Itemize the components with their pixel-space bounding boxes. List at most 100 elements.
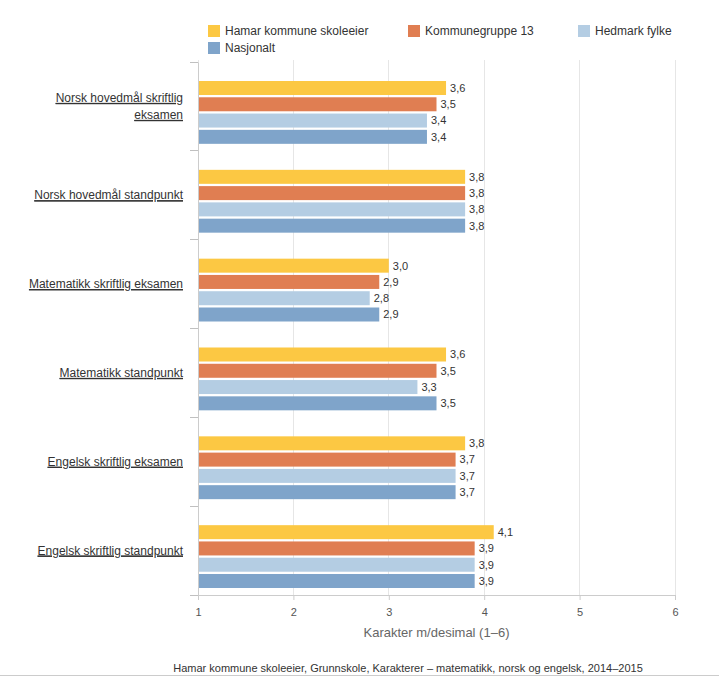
separator xyxy=(190,417,198,418)
caption: Hamar kommune skoleeier, Grunnskole, Kar… xyxy=(173,662,643,674)
bar xyxy=(198,574,475,588)
bar xyxy=(198,453,456,467)
data-label: 2,8 xyxy=(374,292,389,304)
bar xyxy=(198,308,379,322)
legend-swatch xyxy=(208,25,220,37)
grid-line xyxy=(198,60,199,595)
legend-swatch xyxy=(408,25,420,37)
data-label: 3,4 xyxy=(431,131,446,143)
bar xyxy=(198,97,437,111)
tick: 4 xyxy=(482,595,488,618)
data-label: 3,6 xyxy=(450,82,465,94)
grid-line xyxy=(675,60,676,595)
axis-title: Karakter m/desimal (1–6) xyxy=(364,625,510,640)
tick: Engelsk skriftlig standpunkt xyxy=(38,544,198,558)
bar xyxy=(198,380,417,394)
legend-swatch xyxy=(578,25,590,37)
data-label: 3,7 xyxy=(460,470,475,482)
tick-mark xyxy=(198,595,199,600)
bar xyxy=(198,202,465,216)
tick: Norsk hovedmål standpunkt xyxy=(34,188,198,202)
axis-line xyxy=(198,63,199,596)
data-labels: 3,6 3,8 3,0 3,6 3,8 4,1 3,5 3,8 2,9 3,5 3,7 3,9 3,4 3… xyxy=(374,82,513,587)
legend-label: Kommunegruppe 13 xyxy=(425,24,534,38)
legend-item[interactable]: Hamar kommune skoleeier xyxy=(208,24,368,38)
data-label: 3,9 xyxy=(479,559,494,571)
legend-item[interactable]: Kommunegruppe 13 xyxy=(408,24,534,38)
data-label: 3,7 xyxy=(460,453,475,465)
category-separators xyxy=(190,62,198,595)
series xyxy=(198,97,475,555)
separator xyxy=(190,328,198,329)
legend-label: Nasjonalt xyxy=(225,41,276,55)
data-label: 4,1 xyxy=(498,526,513,538)
tick: 5 xyxy=(577,595,583,618)
series xyxy=(198,130,475,588)
data-label: 3,4 xyxy=(431,114,446,126)
tick-mark xyxy=(580,595,581,600)
bar xyxy=(198,259,389,273)
bar xyxy=(198,114,427,128)
bar xyxy=(198,469,456,483)
data-label: 3,5 xyxy=(441,98,456,110)
data-label: 3,8 xyxy=(469,437,484,449)
data-label: 3,8 xyxy=(469,203,484,215)
grid-line xyxy=(484,60,485,595)
category-label: Engelsk skriftlig eksamen xyxy=(48,455,183,469)
data-label: 3,8 xyxy=(469,220,484,232)
legend-swatch xyxy=(208,42,220,54)
bar xyxy=(198,436,465,450)
tick-mark xyxy=(389,595,390,600)
data-label: 3,8 xyxy=(469,171,484,183)
tick-mark xyxy=(675,595,676,600)
bar xyxy=(198,291,370,305)
bar xyxy=(198,525,494,539)
data-label: 2,9 xyxy=(383,308,398,320)
bars xyxy=(198,81,494,588)
data-label: 3,8 xyxy=(469,187,484,199)
legend-item[interactable]: Hedmark fylke xyxy=(578,24,672,38)
tick-label: 4 xyxy=(482,606,488,618)
category-label: Norsk hovedmål standpunkt xyxy=(34,188,183,202)
data-label: 3,3 xyxy=(421,381,436,393)
bar xyxy=(198,364,437,378)
x-axis: 123456 xyxy=(195,595,678,618)
tick: Matematikk standpunkt xyxy=(60,366,198,380)
separator xyxy=(190,595,198,596)
tick-label: 3 xyxy=(386,606,392,618)
data-label: 3,9 xyxy=(479,575,494,587)
tick: 1 xyxy=(195,595,201,618)
bar xyxy=(198,81,446,95)
grid-line xyxy=(579,60,580,595)
axis-line xyxy=(199,595,676,596)
tick-label: 6 xyxy=(672,606,678,618)
data-label: 3,6 xyxy=(450,348,465,360)
category-label: Engelsk skriftlig standpunkt xyxy=(38,544,184,558)
data-label: 3,5 xyxy=(441,397,456,409)
tick-label: 1 xyxy=(195,606,201,618)
separator xyxy=(190,506,198,507)
bar xyxy=(198,348,446,362)
legend-item[interactable]: Nasjonalt xyxy=(208,41,276,55)
legend-label: Hamar kommune skoleeier xyxy=(225,24,368,38)
bar xyxy=(198,558,475,572)
category-label: Matematikk standpunkt xyxy=(60,366,184,380)
legend-label: Hedmark fylke xyxy=(595,24,672,38)
data-label: 2,9 xyxy=(383,276,398,288)
separator xyxy=(190,62,198,63)
chart: 3,6 3,8 3,0 3,6 3,8 4,1 3,5 3,8 2,9 3,5 3,7 3,9 3,4 3… xyxy=(0,0,719,676)
series xyxy=(198,114,475,572)
tick: 3 xyxy=(386,595,392,618)
bar xyxy=(198,275,379,289)
separator xyxy=(190,239,198,240)
data-label: 3,0 xyxy=(393,260,408,272)
bar xyxy=(198,219,465,233)
caption-rule xyxy=(0,675,719,676)
separator xyxy=(190,150,198,151)
data-label: 3,9 xyxy=(479,542,494,554)
tick: Norsk hovedmål skriftligeksamen xyxy=(56,91,198,122)
bar xyxy=(198,541,475,555)
tick: 6 xyxy=(672,595,678,618)
bar xyxy=(198,130,427,144)
data-label: 3,7 xyxy=(460,486,475,498)
